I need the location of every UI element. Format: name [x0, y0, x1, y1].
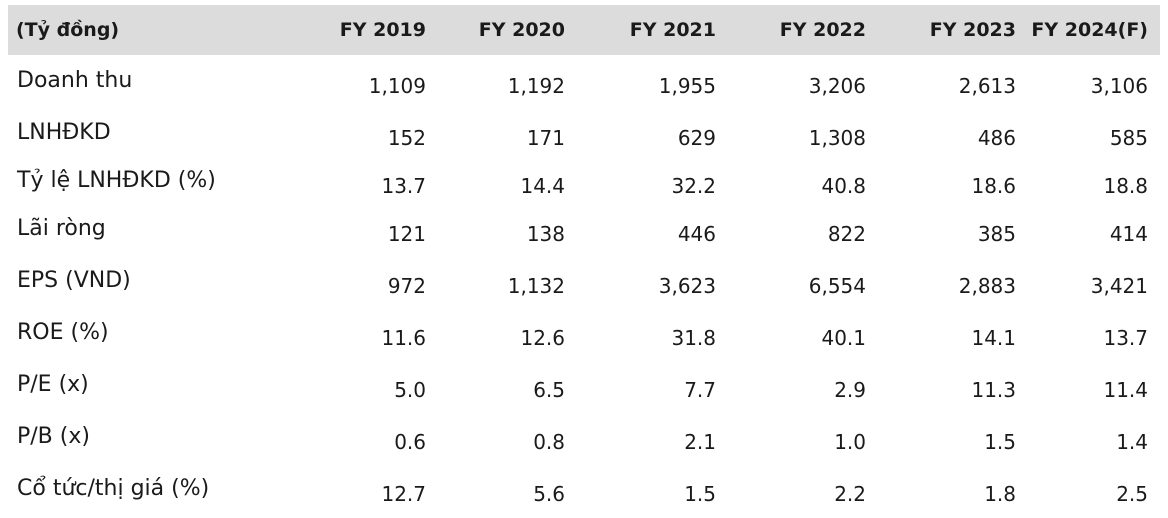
cell: 171: [526, 126, 565, 150]
cell: 152: [387, 126, 426, 150]
cell: 6,554: [808, 274, 866, 298]
cell: 414: [1109, 222, 1148, 246]
row-label: LNHĐKD: [17, 120, 111, 145]
cell: 1.5: [984, 430, 1016, 454]
table-row: ROE (%) 11.6 12.6 31.8 40.1 14.1 13.7: [0, 310, 1168, 362]
table-row: Cổ tức/thị giá (%) 12.7 5.6 1.5 2.2 1.8 …: [0, 466, 1168, 518]
cell: 40.1: [821, 326, 866, 350]
cell: 5.0: [394, 378, 426, 402]
cell: 14.1: [971, 326, 1016, 350]
cell: 2.9: [834, 378, 866, 402]
cell: 3,623: [658, 274, 716, 298]
row-label: Lãi ròng: [17, 216, 106, 241]
table-row: P/E (x) 5.0 6.5 7.7 2.9 11.3 11.4: [0, 362, 1168, 414]
table-row: Tỷ lệ LNHĐKD (%) 13.7 14.4 32.2 40.8 18.…: [0, 158, 1168, 210]
row-label: Doanh thu: [17, 68, 133, 93]
cell: 1.5: [684, 482, 716, 506]
cell: 12.7: [381, 482, 426, 506]
table-row: Lãi ròng 121 138 446 822 385 414: [0, 206, 1168, 258]
header-unit: (Tỷ đồng): [16, 19, 120, 41]
cell: 2.1: [684, 430, 716, 454]
cell: 5.6: [533, 482, 565, 506]
cell: 32.2: [671, 174, 716, 198]
cell: 13.7: [381, 174, 426, 198]
cell: 13.7: [1103, 326, 1148, 350]
header-fy2024f: FY 2024(F): [1031, 19, 1148, 41]
header-fy2019: FY 2019: [339, 19, 426, 41]
cell: 2,883: [958, 274, 1016, 298]
cell: 0.8: [533, 430, 565, 454]
cell: 2,613: [958, 74, 1016, 98]
cell: 18.8: [1103, 174, 1148, 198]
cell: 0.6: [394, 430, 426, 454]
header-fy2021: FY 2021: [629, 19, 716, 41]
cell: 18.6: [971, 174, 1016, 198]
header-fy2020: FY 2020: [478, 19, 565, 41]
cell: 6.5: [533, 378, 565, 402]
header-fy2022: FY 2022: [779, 19, 866, 41]
cell: 11.6: [381, 326, 426, 350]
cell: 585: [1109, 126, 1148, 150]
cell: 1,109: [368, 74, 426, 98]
table-header: (Tỷ đồng) FY 2019 FY 2020 FY 2021 FY 202…: [8, 5, 1160, 55]
cell: 1,192: [507, 74, 565, 98]
cell: 121: [387, 222, 426, 246]
cell: 629: [677, 126, 716, 150]
row-label: Cổ tức/thị giá (%): [17, 476, 210, 501]
cell: 1,955: [658, 74, 716, 98]
cell: 3,421: [1090, 274, 1148, 298]
cell: 2.5: [1116, 482, 1148, 506]
cell: 1,132: [507, 274, 565, 298]
cell: 446: [677, 222, 716, 246]
cell: 486: [977, 126, 1016, 150]
cell: 7.7: [684, 378, 716, 402]
row-label: EPS (VND): [17, 268, 131, 293]
cell: 11.4: [1103, 378, 1148, 402]
cell: 2.2: [834, 482, 866, 506]
cell: 138: [526, 222, 565, 246]
cell: 12.6: [520, 326, 565, 350]
cell: 14.4: [520, 174, 565, 198]
cell: 1.4: [1116, 430, 1148, 454]
cell: 3,106: [1090, 74, 1148, 98]
row-label: Tỷ lệ LNHĐKD (%): [17, 168, 216, 193]
table-row: P/B (x) 0.6 0.8 2.1 1.0 1.5 1.4: [0, 414, 1168, 466]
cell: 1.8: [984, 482, 1016, 506]
row-label: P/B (x): [17, 424, 90, 449]
table-row: LNHĐKD 152 171 629 1,308 486 585: [0, 110, 1168, 162]
row-label: ROE (%): [17, 320, 109, 345]
header-fy2023: FY 2023: [929, 19, 1016, 41]
row-label: P/E (x): [17, 372, 89, 397]
table-row: EPS (VND) 972 1,132 3,623 6,554 2,883 3,…: [0, 258, 1168, 310]
cell: 1.0: [834, 430, 866, 454]
table-row: Doanh thu 1,109 1,192 1,955 3,206 2,613 …: [0, 58, 1168, 110]
cell: 40.8: [821, 174, 866, 198]
cell: 3,206: [808, 74, 866, 98]
cell: 822: [827, 222, 866, 246]
cell: 972: [387, 274, 426, 298]
cell: 385: [977, 222, 1016, 246]
cell: 1,308: [808, 126, 866, 150]
cell: 11.3: [971, 378, 1016, 402]
cell: 31.8: [671, 326, 716, 350]
